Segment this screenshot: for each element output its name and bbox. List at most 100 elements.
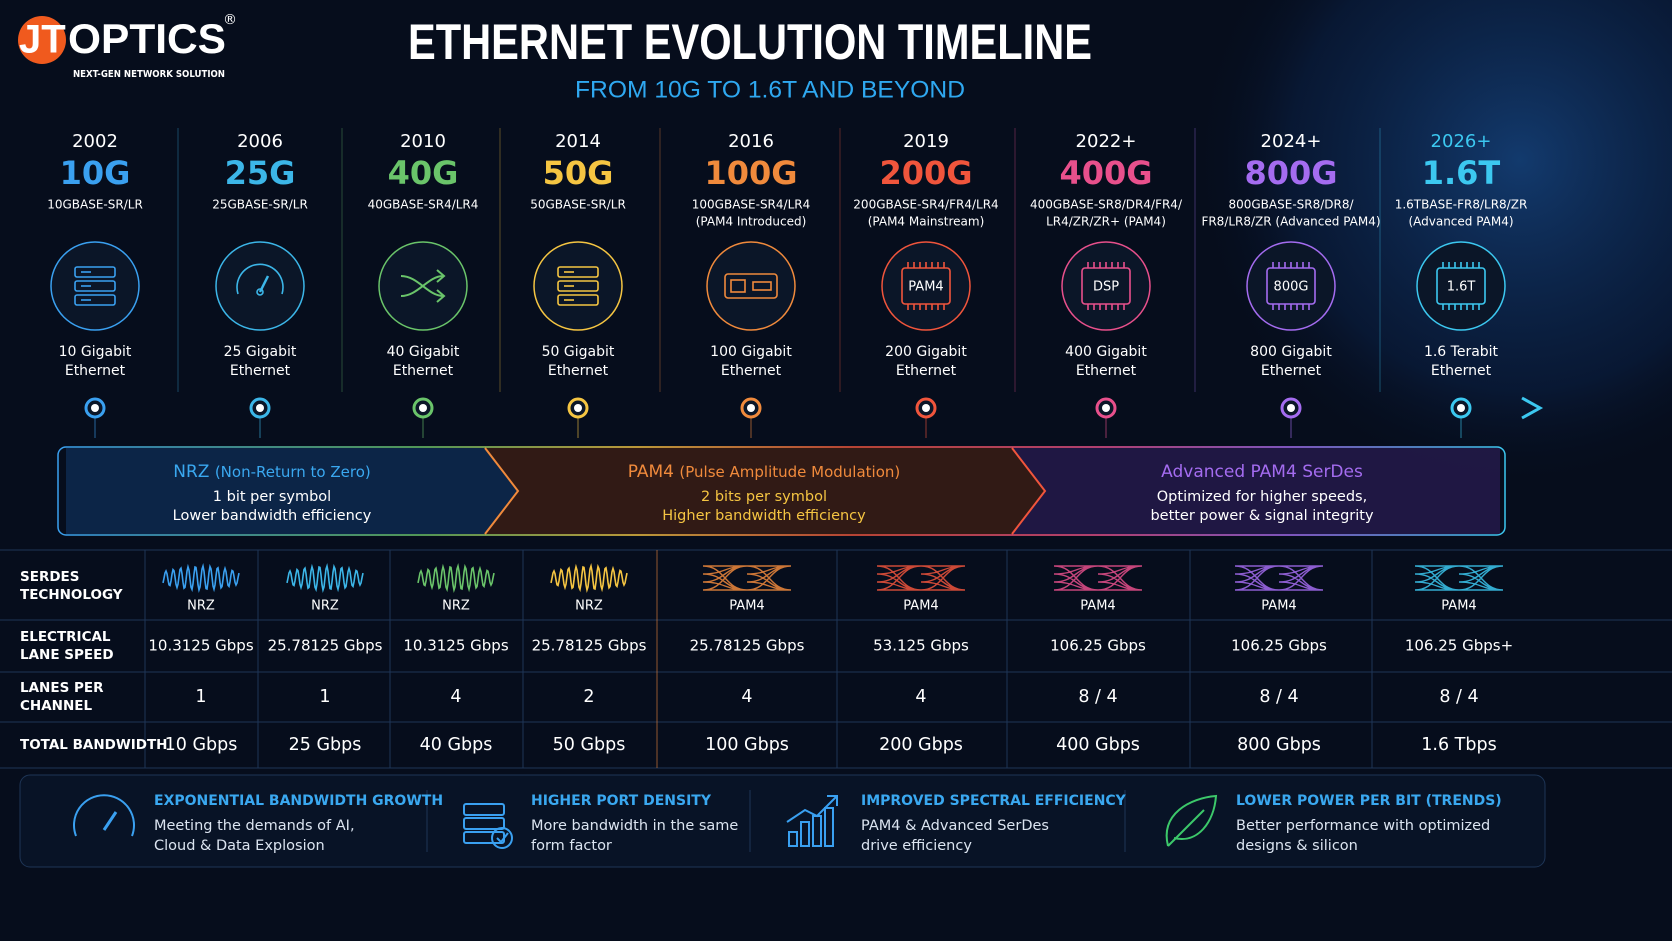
generation-name: 40 Gigabit [387, 344, 460, 360]
modulation-detail: (Non-Return to Zero) [215, 463, 371, 481]
timeline-node-core [747, 404, 755, 412]
modulation-line: Higher bandwidth efficiency [662, 508, 866, 524]
icon-part [824, 807, 834, 847]
icon-part [491, 827, 513, 849]
standard: (PAM4 Introduced) [696, 215, 807, 229]
pam4-eye [1414, 565, 1504, 591]
table-cell: 800 Gbps [1237, 735, 1321, 755]
icon-part [256, 288, 264, 296]
generation-name: 50 Gigabit [542, 344, 615, 360]
generation-icon [1081, 262, 1131, 310]
icon-part [557, 294, 599, 306]
table-cell: 4 [915, 687, 926, 707]
year: 2010 [400, 131, 446, 152]
table-cell: 2 [583, 687, 594, 707]
highlight-line: drive efficiency [861, 838, 972, 854]
serdes-type: PAM4 [1261, 599, 1296, 614]
icon-part [74, 280, 116, 292]
nrz-wave [162, 563, 240, 593]
highlight-title: IMPROVED SPECTRAL EFFICIENCY [861, 793, 1127, 809]
generation-name: Ethernet [721, 363, 782, 379]
logo-mark: ® [223, 12, 237, 28]
serdes-type: NRZ [187, 599, 215, 614]
modulation-name: PAM4 [628, 462, 674, 482]
table-cell: 200 Gbps [879, 735, 963, 755]
generation-name: Ethernet [548, 363, 609, 379]
speed: 40G [388, 154, 459, 192]
highlight-icon [463, 803, 513, 849]
icon-circle [1061, 241, 1151, 331]
serdes-type: PAM4 [1441, 599, 1476, 614]
row-label: LANES PER [20, 680, 104, 696]
row-label: TOTAL BANDWIDTH [20, 737, 167, 753]
row-label: LANE SPEED [20, 647, 114, 663]
serdes-type: PAM4 [903, 599, 938, 614]
table-cell: 10.3125 Gbps [148, 637, 253, 655]
standard: 40GBASE-SR4/LR4 [368, 198, 479, 212]
table-cell: 100 Gbps [705, 735, 789, 755]
table-cell: 25 Gbps [289, 735, 362, 755]
icon-circle [1246, 241, 1336, 331]
timeline-node-core [574, 404, 582, 412]
modulation-title: NRZ (Non-Return to Zero) [173, 462, 371, 482]
icon-part [236, 263, 284, 295]
table-cell: 8 / 4 [1439, 687, 1478, 707]
generation-name: 200 Gigabit [885, 344, 967, 360]
table-cell: 40 Gbps [420, 735, 493, 755]
timeline-node-core [91, 404, 99, 412]
serdes-type: PAM4 [729, 599, 764, 614]
generation-name: 10 Gigabit [59, 344, 132, 360]
year: 2014 [555, 131, 601, 152]
table-cell: 8 / 4 [1259, 687, 1298, 707]
speed: 800G [1244, 154, 1337, 192]
generation-name: Ethernet [1431, 363, 1492, 379]
advanced-band [1012, 448, 1500, 534]
standard: 50GBASE-SR/LR [530, 198, 626, 212]
serdes-type: NRZ [442, 599, 470, 614]
speed: 50G [543, 154, 614, 192]
timeline-node-core [1287, 404, 1295, 412]
table-cell: 4 [450, 687, 461, 707]
highlight-icon [73, 794, 135, 837]
highlight-icon [1165, 794, 1218, 847]
timeline-arrow [1521, 396, 1544, 420]
icon-part [557, 280, 599, 292]
standard: 100GBASE-SR4/LR4 [692, 198, 810, 212]
table-cell: 400 Gbps [1056, 735, 1140, 755]
icon-part [463, 803, 505, 816]
nrz-wave [417, 563, 495, 593]
generation-icon [1266, 262, 1316, 310]
speed: 1.6T [1422, 154, 1501, 192]
table-cell: 106.25 Gbps [1231, 637, 1327, 655]
icon-part [788, 831, 798, 847]
icon-circle [533, 241, 623, 331]
speed: 10G [60, 154, 131, 192]
generation-icon [236, 263, 284, 296]
pam4-eye [702, 565, 792, 591]
modulation-line: Lower bandwidth efficiency [173, 508, 372, 524]
table-cell: 1 [195, 687, 206, 707]
table-cell: 25.78125 Gbps [268, 637, 383, 655]
table-cell: 25.78125 Gbps [690, 637, 805, 655]
standard: 1.6TBASE-FR8/LR8/ZR [1395, 198, 1528, 212]
generation-name: Ethernet [1076, 363, 1137, 379]
icon-circle [881, 241, 971, 331]
pam4-eye [876, 565, 966, 591]
generation-name: 400 Gigabit [1065, 344, 1147, 360]
generation-icon [400, 269, 446, 303]
modulation-name: NRZ [173, 462, 209, 482]
chevron [1011, 447, 1047, 535]
highlight-icon [786, 795, 838, 847]
year: 2019 [903, 131, 949, 152]
globe-glow [1190, 0, 1672, 490]
timeline-node-core [256, 404, 264, 412]
table-cell: 10 Gbps [165, 735, 238, 755]
modulation-line: 2 bits per symbol [701, 489, 827, 505]
serdes-type: NRZ [575, 599, 603, 614]
generation-icon [724, 273, 778, 299]
table-cell: 1 [319, 687, 330, 707]
generation-name: 1.6 Terabit [1424, 344, 1499, 360]
table-cell: 25.78125 Gbps [532, 637, 647, 655]
standard: 800GBASE-SR8/DR8/ [1228, 198, 1354, 212]
year: 2022+ [1076, 131, 1137, 152]
